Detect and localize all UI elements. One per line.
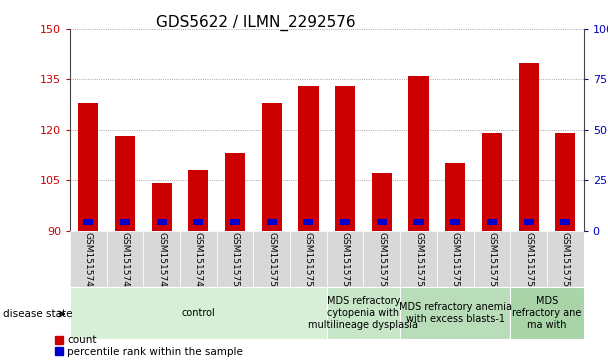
Bar: [225, 153, 245, 231]
Bar: [188, 170, 209, 231]
Bar: [267, 219, 277, 225]
Bar: [523, 219, 534, 225]
Bar: [377, 219, 387, 225]
Text: GSM1515750: GSM1515750: [230, 232, 240, 293]
Bar: [254, 231, 290, 287]
Bar: [83, 219, 93, 225]
Bar: [115, 136, 135, 231]
Text: disease state: disease state: [3, 309, 72, 319]
Bar: [445, 163, 465, 231]
Bar: [120, 219, 130, 225]
Text: GSM1515746: GSM1515746: [84, 232, 93, 293]
Bar: [327, 287, 400, 339]
Bar: [555, 133, 575, 231]
Bar: [180, 231, 216, 287]
Bar: [151, 183, 171, 231]
Text: MDS
refractory ane
ma with: MDS refractory ane ma with: [513, 297, 582, 330]
Bar: [70, 287, 327, 339]
Text: GSM1515748: GSM1515748: [157, 232, 166, 293]
Text: MDS refractory anemia
with excess blasts-1: MDS refractory anemia with excess blasts…: [399, 302, 512, 324]
Bar: [474, 231, 510, 287]
Bar: [157, 219, 167, 225]
Text: GDS5622 / ILMN_2292576: GDS5622 / ILMN_2292576: [156, 15, 355, 31]
Bar: [143, 231, 180, 287]
Bar: [482, 133, 502, 231]
Bar: [261, 103, 282, 231]
Bar: [327, 231, 364, 287]
Bar: [400, 287, 510, 339]
Text: GSM1515752: GSM1515752: [304, 232, 313, 293]
Bar: [340, 219, 350, 225]
Bar: [364, 231, 400, 287]
Bar: [230, 219, 240, 225]
Bar: [371, 174, 392, 231]
Text: GSM1515751: GSM1515751: [268, 232, 276, 293]
Bar: [510, 287, 584, 339]
Text: GSM1515757: GSM1515757: [488, 232, 497, 293]
Text: GSM1515755: GSM1515755: [414, 232, 423, 293]
Text: GSM1515753: GSM1515753: [340, 232, 350, 293]
Legend: count, percentile rank within the sample: count, percentile rank within the sample: [54, 334, 244, 358]
Bar: [561, 219, 570, 225]
Bar: [519, 62, 539, 231]
Text: GSM1515747: GSM1515747: [120, 232, 130, 293]
Bar: [299, 86, 319, 231]
Bar: [335, 86, 355, 231]
Bar: [106, 231, 143, 287]
Text: GSM1515758: GSM1515758: [524, 232, 533, 293]
Text: GSM1515759: GSM1515759: [561, 232, 570, 293]
Text: MDS refractory
cytopenia with
multilineage dysplasia: MDS refractory cytopenia with multilinea…: [308, 297, 418, 330]
Bar: [450, 219, 460, 225]
Bar: [510, 231, 547, 287]
Bar: [487, 219, 497, 225]
Bar: [303, 219, 314, 225]
Bar: [216, 231, 254, 287]
Bar: [547, 231, 584, 287]
Bar: [70, 231, 106, 287]
Bar: [413, 219, 424, 225]
Text: GSM1515749: GSM1515749: [194, 232, 203, 293]
Bar: [409, 76, 429, 231]
Bar: [400, 231, 437, 287]
Bar: [290, 231, 327, 287]
Bar: [437, 231, 474, 287]
Text: GSM1515754: GSM1515754: [378, 232, 386, 293]
Bar: [78, 103, 98, 231]
Bar: [193, 219, 204, 225]
Text: GSM1515756: GSM1515756: [451, 232, 460, 293]
Text: control: control: [181, 308, 215, 318]
